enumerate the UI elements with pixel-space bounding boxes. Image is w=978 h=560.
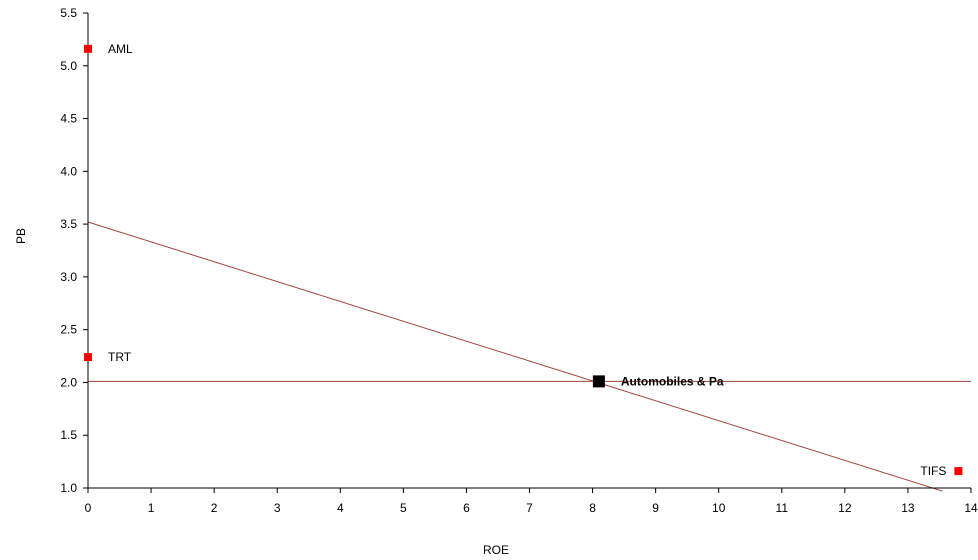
x-tick-label: 4 <box>337 501 344 515</box>
x-tick-label: 10 <box>712 501 726 515</box>
y-tick-label: 1.5 <box>60 428 77 442</box>
x-tick-label: 0 <box>85 501 92 515</box>
trend-line <box>87 221 943 492</box>
axes: 1.01.52.02.53.03.54.04.55.05.50 1 2 3 4 5 6 7 8 9… <box>60 6 978 515</box>
x-tick-label: 9 <box>652 501 659 515</box>
data-point <box>84 44 92 53</box>
y-axis-label: PB <box>14 228 28 244</box>
data-point-label: TIFS <box>920 464 946 478</box>
y-tick-label: 3.0 <box>60 270 77 284</box>
x-tick-label: 14 <box>964 501 978 515</box>
y-tick-label: 2.0 <box>60 375 77 389</box>
y-tick-label: 4.0 <box>60 164 77 178</box>
data-point <box>592 375 605 388</box>
data-point-label: TRT <box>108 350 132 364</box>
data-points: AML TRT TIFS Automobiles & Pa <box>84 42 963 478</box>
x-tick-label: 12 <box>838 501 852 515</box>
y-tick-label: 4.5 <box>60 112 77 126</box>
data-point <box>84 353 92 362</box>
y-tick-label: 1.0 <box>60 481 77 495</box>
x-axis-label: ROE <box>483 543 509 557</box>
y-tick-label: 5.5 <box>60 6 77 20</box>
y-tick-label: 3.5 <box>60 217 77 231</box>
x-tick-label: 8 <box>589 501 596 515</box>
x-tick-label: 6 <box>463 501 470 515</box>
data-point <box>954 467 963 476</box>
x-tick-label: 1 <box>148 501 155 515</box>
x-tick-label: 3 <box>274 501 281 515</box>
reference-lines <box>87 221 971 492</box>
x-tick-label: 7 <box>526 501 533 515</box>
y-tick-label: 5.0 <box>60 59 77 73</box>
data-point-label: AML <box>108 42 133 56</box>
x-tick-label: 2 <box>211 501 218 515</box>
x-tick-label: 5 <box>400 501 407 515</box>
data-point-label: Automobiles & Pa <box>621 374 724 388</box>
x-tick-label: 11 <box>776 501 789 515</box>
y-tick-label: 2.5 <box>60 323 77 337</box>
x-tick-label: 13 <box>901 501 915 515</box>
